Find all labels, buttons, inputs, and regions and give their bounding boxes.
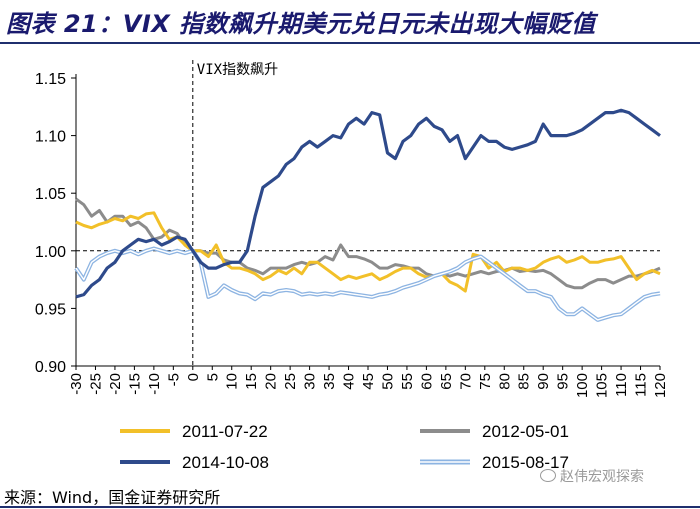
chart-title: 图表 21：VIX 指数飙升期美元兑日元未出现大幅贬值 [6, 10, 596, 38]
legend-label-2011-07-22: 2011-07-22 [182, 422, 268, 441]
x-tick-label: 35 [321, 373, 338, 390]
watermark-text: 赵伟宏观探索 [560, 469, 644, 485]
x-tick-label: 110 [613, 373, 630, 397]
x-tick-label: -10 [146, 373, 163, 395]
legend-label-2014-10-08: 2014-10-08 [182, 453, 269, 472]
y-tick-label: 1.10 [35, 129, 66, 146]
x-tick-label: -15 [126, 373, 143, 395]
y-tick-label: 0.90 [35, 359, 66, 376]
watermark: 赵伟宏观探索 [540, 466, 644, 486]
x-tick-label: 75 [477, 373, 494, 390]
x-tick-label: 70 [457, 373, 474, 390]
x-tick-label: 25 [282, 373, 299, 390]
x-tick-label: 30 [302, 373, 319, 390]
event-annotation: VIX指数飙升 [197, 62, 278, 78]
x-tick-label: 120 [652, 373, 669, 398]
y-tick-label: 1.00 [35, 244, 66, 261]
x-tick-label: 0 [185, 373, 202, 381]
x-tick-label: 85 [516, 373, 533, 390]
series-line-2014-10-08 [75, 108, 661, 299]
legend-label-2012-05-01: 2012-05-01 [482, 422, 569, 441]
x-tick-label: 80 [496, 373, 513, 390]
chart-axes: 0.90 0.95 1.00 1.05 1.10 1.15 -30 -25 -20 -15 -10-… [35, 71, 669, 398]
source-note: 来源：Wind，国金证券研究所 [4, 488, 221, 507]
x-tick-label: -30 [68, 373, 85, 395]
x-tick-label: -25 [87, 373, 104, 395]
series-line-2012-05-01 [75, 197, 661, 290]
title-rule [0, 42, 700, 44]
y-tick-label: 0.95 [35, 301, 66, 318]
x-tick-label: 115 [633, 373, 650, 397]
x-tick-label: 50 [379, 373, 396, 390]
x-tick-label: 15 [243, 373, 260, 390]
chart-legend: 2011-07-22 2012-05-01 2014-10-08 2015-08-17 [120, 422, 569, 472]
chart-series [74, 108, 661, 322]
x-tick-label: -5 [165, 373, 182, 386]
x-tick-label: 10 [224, 373, 241, 390]
x-tick-label: 105 [594, 373, 611, 398]
legend-label-2015-08-17: 2015-08-17 [482, 453, 569, 472]
x-tick-label: 20 [263, 373, 280, 390]
x-tick-label: 95 [555, 373, 572, 390]
series-line-2015-08-17-inner [75, 247, 661, 321]
x-tick-label: 100 [574, 373, 591, 398]
y-tick-label: 1.05 [35, 186, 66, 203]
wechat-icon [540, 469, 556, 482]
chart-grid: VIX指数飙升 [76, 60, 660, 366]
x-tick-label: 60 [418, 373, 435, 390]
x-tick-label: 5 [204, 373, 221, 381]
y-tick-label: 1.15 [35, 71, 66, 88]
x-tick-label: -20 [107, 373, 124, 395]
footer-rule [0, 506, 700, 508]
x-tick-label: 45 [360, 373, 377, 390]
x-tick-label: 55 [399, 373, 416, 390]
x-tick-label: 90 [535, 373, 552, 390]
x-tick-label: 65 [438, 373, 455, 390]
x-tick-label: 40 [341, 373, 358, 390]
